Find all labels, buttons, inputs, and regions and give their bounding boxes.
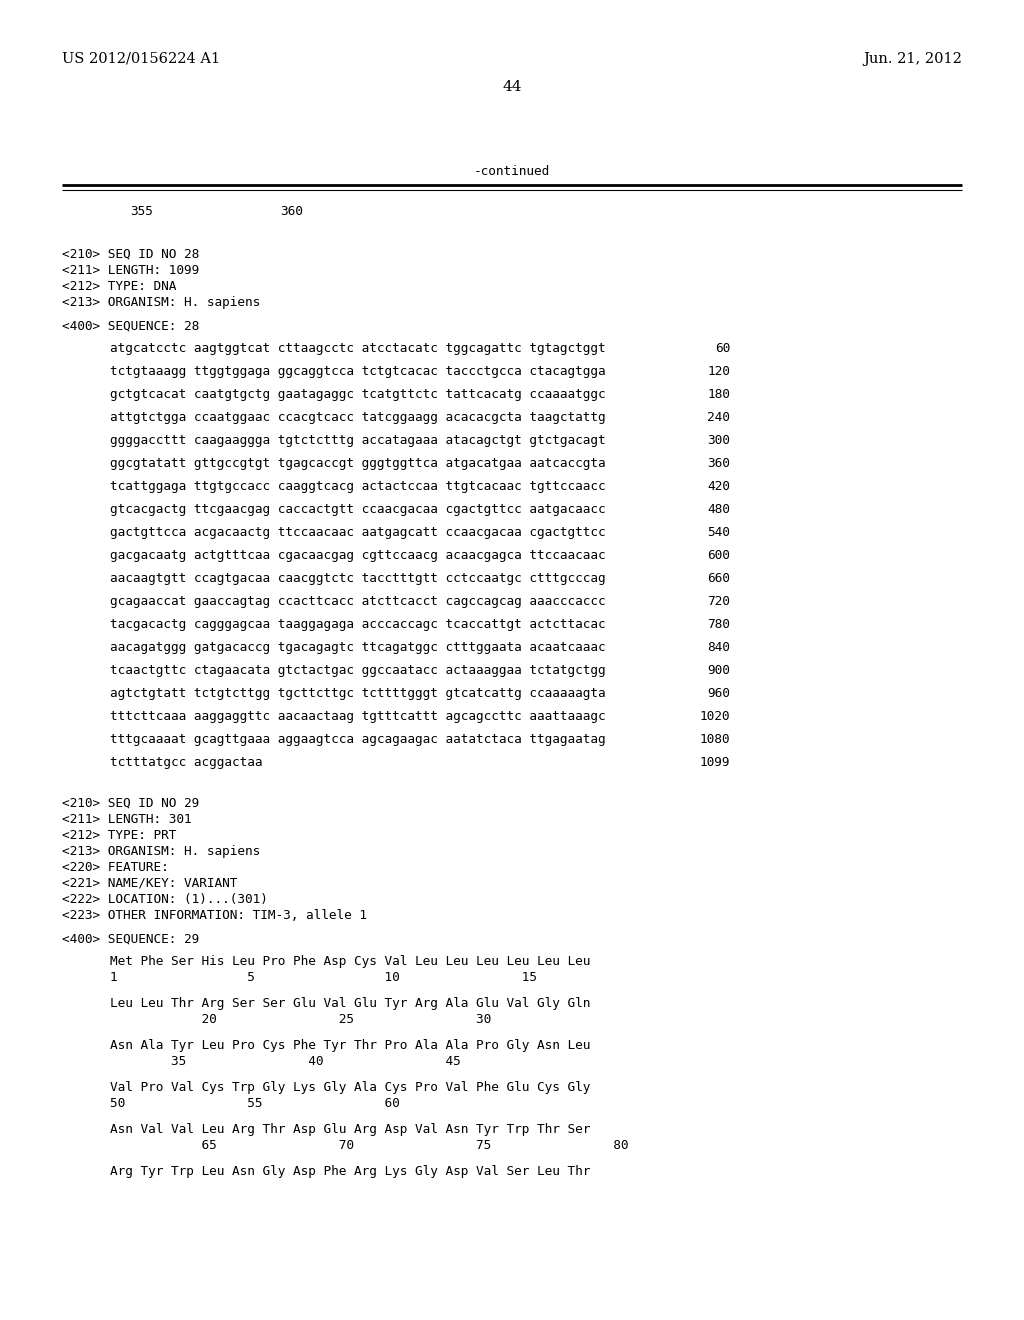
Text: Leu Leu Thr Arg Ser Ser Glu Val Glu Tyr Arg Ala Glu Val Gly Gln: Leu Leu Thr Arg Ser Ser Glu Val Glu Tyr … — [110, 997, 591, 1010]
Text: <222> LOCATION: (1)...(301): <222> LOCATION: (1)...(301) — [62, 894, 268, 906]
Text: tctttatgcc acggactaa: tctttatgcc acggactaa — [110, 756, 262, 770]
Text: tacgacactg cagggagcaa taaggagaga acccaccagc tcaccattgt actcttacac: tacgacactg cagggagcaa taaggagaga acccacc… — [110, 618, 605, 631]
Text: Val Pro Val Cys Trp Gly Lys Gly Ala Cys Pro Val Phe Glu Cys Gly: Val Pro Val Cys Trp Gly Lys Gly Ala Cys … — [110, 1081, 591, 1094]
Text: tcattggaga ttgtgccacc caaggtcacg actactccaa ttgtcacaac tgttccaacc: tcattggaga ttgtgccacc caaggtcacg actactc… — [110, 480, 605, 492]
Text: aacagatggg gatgacaccg tgacagagtc ttcagatggc ctttggaata acaatcaaac: aacagatggg gatgacaccg tgacagagtc ttcagat… — [110, 642, 605, 653]
Text: 60: 60 — [715, 342, 730, 355]
Text: tctgtaaagg ttggtggaga ggcaggtcca tctgtcacac taccctgcca ctacagtgga: tctgtaaagg ttggtggaga ggcaggtcca tctgtca… — [110, 366, 605, 378]
Text: Met Phe Ser His Leu Pro Phe Asp Cys Val Leu Leu Leu Leu Leu Leu: Met Phe Ser His Leu Pro Phe Asp Cys Val … — [110, 954, 591, 968]
Text: gactgttcca acgacaactg ttccaacaac aatgagcatt ccaacgacaa cgactgttcc: gactgttcca acgacaactg ttccaacaac aatgagc… — [110, 525, 605, 539]
Text: gacgacaatg actgtttcaa cgacaacgag cgttccaacg acaacgagca ttccaacaac: gacgacaatg actgtttcaa cgacaacgag cgttcca… — [110, 549, 605, 562]
Text: 65                70                75                80: 65 70 75 80 — [110, 1139, 629, 1152]
Text: US 2012/0156224 A1: US 2012/0156224 A1 — [62, 51, 220, 66]
Text: gctgtcacat caatgtgctg gaatagaggc tcatgttctc tattcacatg ccaaaatggc: gctgtcacat caatgtgctg gaatagaggc tcatgtt… — [110, 388, 605, 401]
Text: 900: 900 — [708, 664, 730, 677]
Text: 355: 355 — [130, 205, 153, 218]
Text: ggcgtatatt gttgccgtgt tgagcaccgt gggtggttca atgacatgaa aatcaccgta: ggcgtatatt gttgccgtgt tgagcaccgt gggtggt… — [110, 457, 605, 470]
Text: <210> SEQ ID NO 28: <210> SEQ ID NO 28 — [62, 248, 200, 261]
Text: <400> SEQUENCE: 28: <400> SEQUENCE: 28 — [62, 319, 200, 333]
Text: 44: 44 — [502, 81, 522, 94]
Text: 780: 780 — [708, 618, 730, 631]
Text: 720: 720 — [708, 595, 730, 609]
Text: 1099: 1099 — [699, 756, 730, 770]
Text: Asn Ala Tyr Leu Pro Cys Phe Tyr Thr Pro Ala Ala Pro Gly Asn Leu: Asn Ala Tyr Leu Pro Cys Phe Tyr Thr Pro … — [110, 1039, 591, 1052]
Text: tttgcaaaat gcagttgaaa aggaagtcca agcagaagac aatatctaca ttgagaatag: tttgcaaaat gcagttgaaa aggaagtcca agcagaa… — [110, 733, 605, 746]
Text: tcaactgttc ctagaacata gtctactgac ggccaatacc actaaaggaa tctatgctgg: tcaactgttc ctagaacata gtctactgac ggccaat… — [110, 664, 605, 677]
Text: <213> ORGANISM: H. sapiens: <213> ORGANISM: H. sapiens — [62, 845, 260, 858]
Text: 1020: 1020 — [699, 710, 730, 723]
Text: 1080: 1080 — [699, 733, 730, 746]
Text: <211> LENGTH: 1099: <211> LENGTH: 1099 — [62, 264, 200, 277]
Text: attgtctgga ccaatggaac ccacgtcacc tatcggaagg acacacgcta taagctattg: attgtctgga ccaatggaac ccacgtcacc tatcgga… — [110, 411, 605, 424]
Text: <223> OTHER INFORMATION: TIM-3, allele 1: <223> OTHER INFORMATION: TIM-3, allele 1 — [62, 909, 367, 921]
Text: <400> SEQUENCE: 29: <400> SEQUENCE: 29 — [62, 933, 200, 946]
Text: 20                25                30: 20 25 30 — [110, 1012, 492, 1026]
Text: <212> TYPE: DNA: <212> TYPE: DNA — [62, 280, 176, 293]
Text: <213> ORGANISM: H. sapiens: <213> ORGANISM: H. sapiens — [62, 296, 260, 309]
Text: 180: 180 — [708, 388, 730, 401]
Text: tttcttcaaa aaggaggttc aacaactaag tgtttcattt agcagccttc aaattaaagc: tttcttcaaa aaggaggttc aacaactaag tgtttca… — [110, 710, 605, 723]
Text: 240: 240 — [708, 411, 730, 424]
Text: <212> TYPE: PRT: <212> TYPE: PRT — [62, 829, 176, 842]
Text: aacaagtgtt ccagtgacaa caacggtctc tacctttgtt cctccaatgc ctttgcccag: aacaagtgtt ccagtgacaa caacggtctc taccttt… — [110, 572, 605, 585]
Text: gtcacgactg ttcgaacgag caccactgtt ccaacgacaa cgactgttcc aatgacaacc: gtcacgactg ttcgaacgag caccactgtt ccaacga… — [110, 503, 605, 516]
Text: gcagaaccat gaaccagtag ccacttcacc atcttcacct cagccagcag aaacccaccc: gcagaaccat gaaccagtag ccacttcacc atcttca… — [110, 595, 605, 609]
Text: -continued: -continued — [474, 165, 550, 178]
Text: <211> LENGTH: 301: <211> LENGTH: 301 — [62, 813, 191, 826]
Text: 360: 360 — [280, 205, 303, 218]
Text: atgcatcctc aagtggtcat cttaagcctc atcctacatc tggcagattc tgtagctggt: atgcatcctc aagtggtcat cttaagcctc atcctac… — [110, 342, 605, 355]
Text: <210> SEQ ID NO 29: <210> SEQ ID NO 29 — [62, 797, 200, 810]
Text: Asn Val Val Leu Arg Thr Asp Glu Arg Asp Val Asn Tyr Trp Thr Ser: Asn Val Val Leu Arg Thr Asp Glu Arg Asp … — [110, 1123, 591, 1137]
Text: ggggaccttt caagaaggga tgtctctttg accatagaaa atacagctgt gtctgacagt: ggggaccttt caagaaggga tgtctctttg accatag… — [110, 434, 605, 447]
Text: 660: 660 — [708, 572, 730, 585]
Text: <220> FEATURE:: <220> FEATURE: — [62, 861, 169, 874]
Text: 480: 480 — [708, 503, 730, 516]
Text: 35                40                45: 35 40 45 — [110, 1055, 461, 1068]
Text: 600: 600 — [708, 549, 730, 562]
Text: 120: 120 — [708, 366, 730, 378]
Text: 960: 960 — [708, 686, 730, 700]
Text: Jun. 21, 2012: Jun. 21, 2012 — [863, 51, 962, 66]
Text: <221> NAME/KEY: VARIANT: <221> NAME/KEY: VARIANT — [62, 876, 238, 890]
Text: Arg Tyr Trp Leu Asn Gly Asp Phe Arg Lys Gly Asp Val Ser Leu Thr: Arg Tyr Trp Leu Asn Gly Asp Phe Arg Lys … — [110, 1166, 591, 1177]
Text: agtctgtatt tctgtcttgg tgcttcttgc tcttttgggt gtcatcattg ccaaaaagta: agtctgtatt tctgtcttgg tgcttcttgc tcttttg… — [110, 686, 605, 700]
Text: 300: 300 — [708, 434, 730, 447]
Text: 50                55                60: 50 55 60 — [110, 1097, 399, 1110]
Text: 540: 540 — [708, 525, 730, 539]
Text: 360: 360 — [708, 457, 730, 470]
Text: 840: 840 — [708, 642, 730, 653]
Text: 1                 5                 10                15: 1 5 10 15 — [110, 972, 537, 983]
Text: 420: 420 — [708, 480, 730, 492]
